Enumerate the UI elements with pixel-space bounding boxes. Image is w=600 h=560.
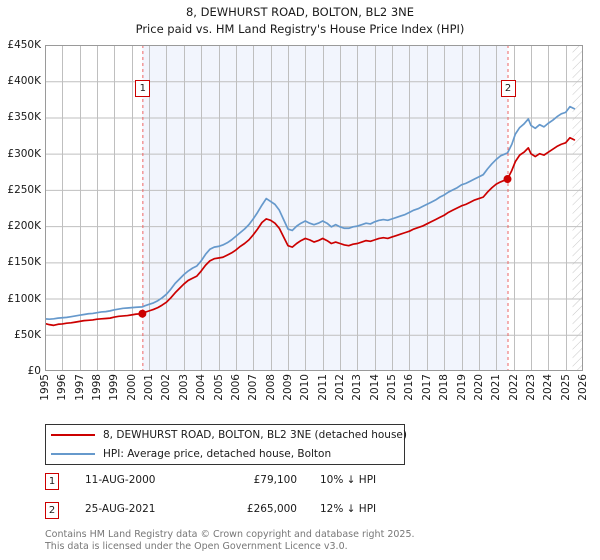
x-tick-label: 1997 — [73, 374, 86, 401]
sale-points — [138, 175, 512, 318]
x-tick-label: 2023 — [524, 374, 537, 401]
sale-date-1: 11-AUG-2000 — [85, 474, 156, 486]
x-tick-label: 1998 — [91, 374, 104, 401]
y-tick-label: £300K — [7, 147, 41, 160]
x-tick-label: 1995 — [39, 374, 51, 401]
x-tick-label: 2014 — [368, 374, 381, 401]
x-tick-label: 2005 — [212, 374, 225, 401]
x-tick-label: 2007 — [247, 374, 260, 401]
x-tick-label: 2020 — [472, 374, 485, 401]
x-tick-label: 2001 — [143, 374, 156, 401]
x-tick-label: 2021 — [490, 374, 503, 401]
legend-label-property: 8, DEWHURST ROAD, BOLTON, BL2 3NE (detac… — [103, 428, 407, 441]
y-tick-label: £450K — [7, 39, 41, 51]
x-tick-label: 2018 — [438, 374, 451, 401]
x-tick-label: 2004 — [195, 374, 208, 401]
projection-hatch-span — [572, 45, 583, 371]
legend-swatch-property — [51, 433, 95, 436]
x-axis: 1995 1996 1997 1998 1999 2000 2001 2002 2003 2004… — [39, 374, 589, 418]
sale-badge-2: 2 — [45, 502, 59, 519]
y-axis: £0 £50K £100K £150K £200K £250K £300K £350K £400… — [0, 0, 41, 560]
x-tick-label: 1996 — [56, 374, 69, 401]
x-tick-label: 2000 — [125, 374, 138, 401]
plot-border — [45, 45, 583, 371]
y-tick-label: £100K — [7, 292, 41, 305]
chart-legend: 8, DEWHURST ROAD, BOLTON, BL2 3NE (detac… — [45, 424, 407, 465]
footer-line-2: This data is licensed under the Open Gov… — [45, 540, 348, 552]
x-tick-label: 2016 — [403, 374, 416, 401]
x-tick-label: 2025 — [559, 374, 572, 401]
sale-marker-flag-1[interactable]: 1 — [135, 80, 151, 97]
sale-price-1: £79,100 — [253, 474, 297, 486]
sale-delta-2: 12% ↓ HPI — [320, 503, 377, 515]
highlight-span — [142, 45, 508, 371]
x-tick-label: 2012 — [334, 374, 347, 401]
x-tick-label: 2011 — [316, 374, 329, 401]
x-tick-label: 2013 — [351, 374, 364, 401]
x-tick-label: 1999 — [108, 374, 121, 401]
sale-date-2: 25-AUG-2021 — [85, 503, 156, 515]
legend-label-hpi: HPI: Average price, detached house, Bolt… — [103, 447, 332, 460]
sale-badge-1: 1 — [45, 473, 59, 490]
page-title: 8, DEWHURST ROAD, BOLTON, BL2 3NE Price … — [0, 4, 600, 38]
sale-price-2: £265,000 — [246, 503, 297, 515]
sale-row-1: 1 11-AUG-2000 £79,100 10% ↓ HPI — [45, 473, 465, 490]
price-history-line-chart — [45, 45, 583, 371]
y-tick-label: £150K — [7, 256, 41, 269]
y-tick-label: £250K — [7, 183, 41, 196]
x-tick-label: 2010 — [299, 374, 312, 401]
x-tick-label: 2024 — [542, 374, 555, 401]
title-line-subtitle: Price paid vs. HM Land Registry's House … — [135, 22, 465, 36]
footer-line-1: Contains HM Land Registry data © Crown c… — [45, 529, 415, 540]
data-series — [45, 105, 576, 327]
x-tick-label: 2017 — [420, 374, 433, 401]
sale-delta-1: 10% ↓ HPI — [320, 474, 377, 486]
attribution-footer: Contains HM Land Registry data © Crown c… — [45, 529, 585, 552]
x-tick-label: 2008 — [264, 374, 277, 401]
legend-item-property: 8, DEWHURST ROAD, BOLTON, BL2 3NE (detac… — [46, 425, 407, 444]
x-tick-label: 2015 — [386, 374, 399, 401]
x-tick-label: 2026 — [577, 374, 589, 401]
title-line-address: 8, DEWHURST ROAD, BOLTON, BL2 3NE — [185, 5, 415, 19]
x-tick-label: 2002 — [160, 374, 173, 401]
legend-swatch-hpi — [51, 452, 95, 455]
y-tick-label: £50K — [14, 328, 41, 341]
y-tick-label: £0 — [27, 365, 41, 377]
x-tick-label: 2022 — [507, 374, 520, 401]
y-tick-label: £350K — [7, 111, 41, 124]
y-tick-label: £400K — [7, 75, 41, 88]
x-tick-label: 2003 — [177, 374, 190, 401]
x-tick-label: 2019 — [455, 374, 468, 401]
legend-item-hpi: HPI: Average price, detached house, Bolt… — [46, 444, 404, 463]
plot-area — [45, 45, 583, 371]
x-tick-label: 2006 — [229, 374, 242, 401]
sale-row-2: 2 25-AUG-2021 £265,000 12% ↓ HPI — [45, 502, 465, 519]
y-tick-label: £200K — [7, 220, 41, 233]
sale-marker-flag-2[interactable]: 2 — [500, 80, 516, 97]
x-tick-label: 2009 — [281, 374, 294, 401]
